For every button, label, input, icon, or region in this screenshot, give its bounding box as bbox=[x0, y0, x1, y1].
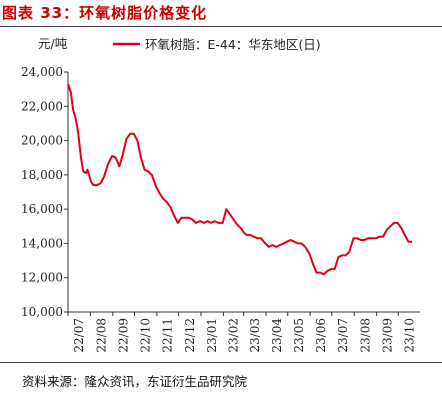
x-tick-label: 22/08 bbox=[95, 318, 109, 353]
x-tick-label: 22/09 bbox=[117, 318, 131, 353]
legend-label: 环氧树脂：E-44：华东地区(日) bbox=[145, 37, 321, 52]
y-tick-label: 16,000 bbox=[21, 202, 63, 216]
legend: 环氧树脂：E-44：华东地区(日) bbox=[113, 37, 321, 52]
x-tick-label: 23/09 bbox=[380, 318, 394, 353]
x-tick-label: 23/08 bbox=[358, 318, 372, 353]
y-unit-label: 元/吨 bbox=[38, 36, 68, 51]
x-tick-label: 23/02 bbox=[227, 318, 241, 353]
y-axis-ticks: 24,000 22,000 20,000 18,000 16,000 14,000 12,0… bbox=[21, 65, 68, 319]
source-note: 资料来源：隆众资讯，东证衍生品研究院 bbox=[22, 374, 248, 389]
y-tick-label: 22,000 bbox=[21, 99, 63, 113]
x-tick-label: 23/03 bbox=[248, 318, 262, 353]
x-tick-label: 23/01 bbox=[205, 318, 219, 353]
x-tick-label: 22/10 bbox=[139, 318, 153, 353]
x-axis-ticks: 22/07 22/08 22/09 22/10 22/11 22/12 23/01 23/02… bbox=[67, 312, 417, 353]
series-line-epoxy-e44 bbox=[67, 83, 412, 276]
x-tick-label: 22/12 bbox=[183, 318, 197, 353]
y-tick-label: 20,000 bbox=[21, 134, 63, 148]
axes bbox=[67, 72, 420, 313]
bottom-divider bbox=[0, 362, 442, 363]
series-group bbox=[67, 83, 412, 276]
line-chart: 元/吨 环氧树脂：E-44：华东地区(日) 24,000 22,000 20,000… bbox=[21, 36, 420, 353]
y-tick-label: 18,000 bbox=[21, 168, 63, 182]
x-tick-label: 23/06 bbox=[314, 318, 328, 353]
y-tick-label: 14,000 bbox=[21, 236, 63, 250]
y-tick-label: 10,000 bbox=[21, 305, 63, 319]
x-tick-label: 23/10 bbox=[403, 318, 417, 353]
x-tick-label: 23/04 bbox=[270, 318, 284, 353]
figure-title: 图表 33：环氧树脂价格变化 bbox=[2, 4, 208, 22]
y-tick-label: 24,000 bbox=[21, 65, 63, 79]
x-tick-label: 22/11 bbox=[161, 318, 175, 353]
top-divider bbox=[0, 26, 442, 27]
x-tick-label: 23/05 bbox=[292, 318, 306, 353]
x-tick-label: 22/07 bbox=[72, 318, 86, 353]
x-tick-label: 23/07 bbox=[336, 318, 350, 353]
y-tick-label: 12,000 bbox=[21, 271, 63, 285]
